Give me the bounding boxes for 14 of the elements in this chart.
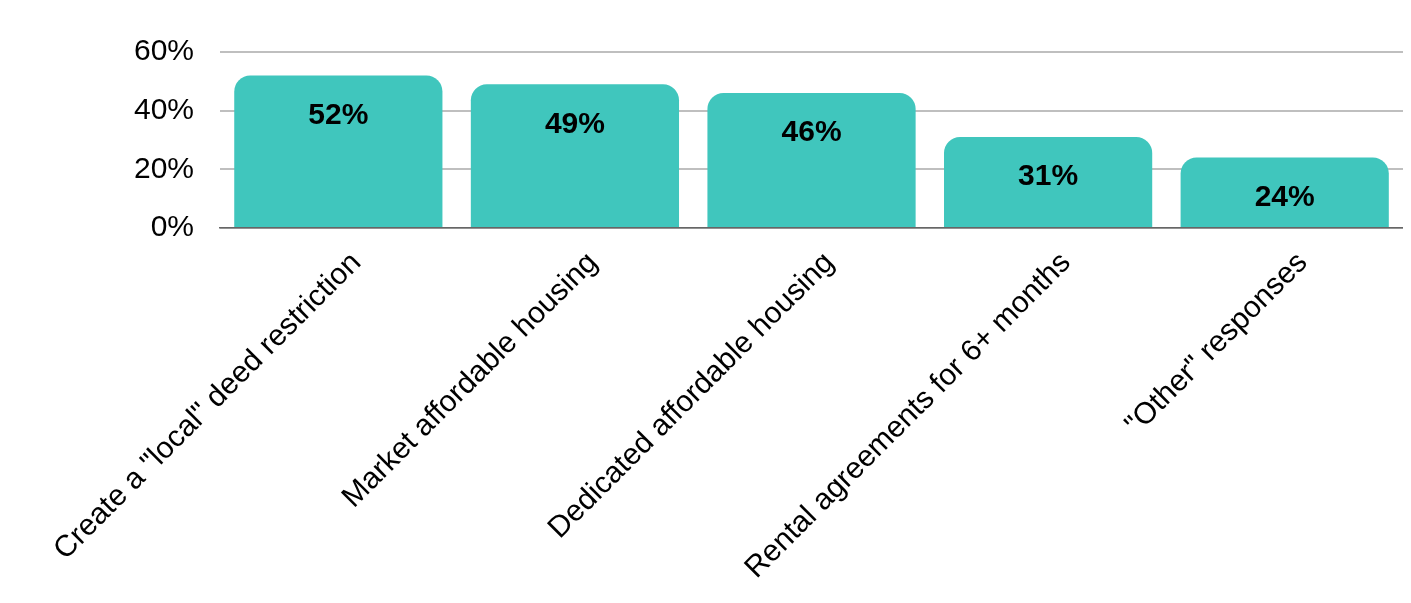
bar	[470, 84, 680, 227]
bar	[1180, 157, 1389, 227]
bar	[944, 137, 1153, 227]
data-label: 46%	[781, 114, 842, 148]
bar	[707, 93, 916, 227]
y-tick-label: 0%	[150, 209, 195, 243]
y-tick-label: 20%	[134, 150, 195, 184]
data-label: 52%	[308, 96, 369, 130]
data-label: 31%	[1018, 158, 1079, 192]
y-tick-label: 60%	[134, 33, 195, 67]
y-tick-label: 40%	[134, 91, 195, 125]
data-label: 49%	[544, 105, 605, 139]
bar	[234, 75, 443, 227]
data-label: 24%	[1254, 178, 1315, 212]
